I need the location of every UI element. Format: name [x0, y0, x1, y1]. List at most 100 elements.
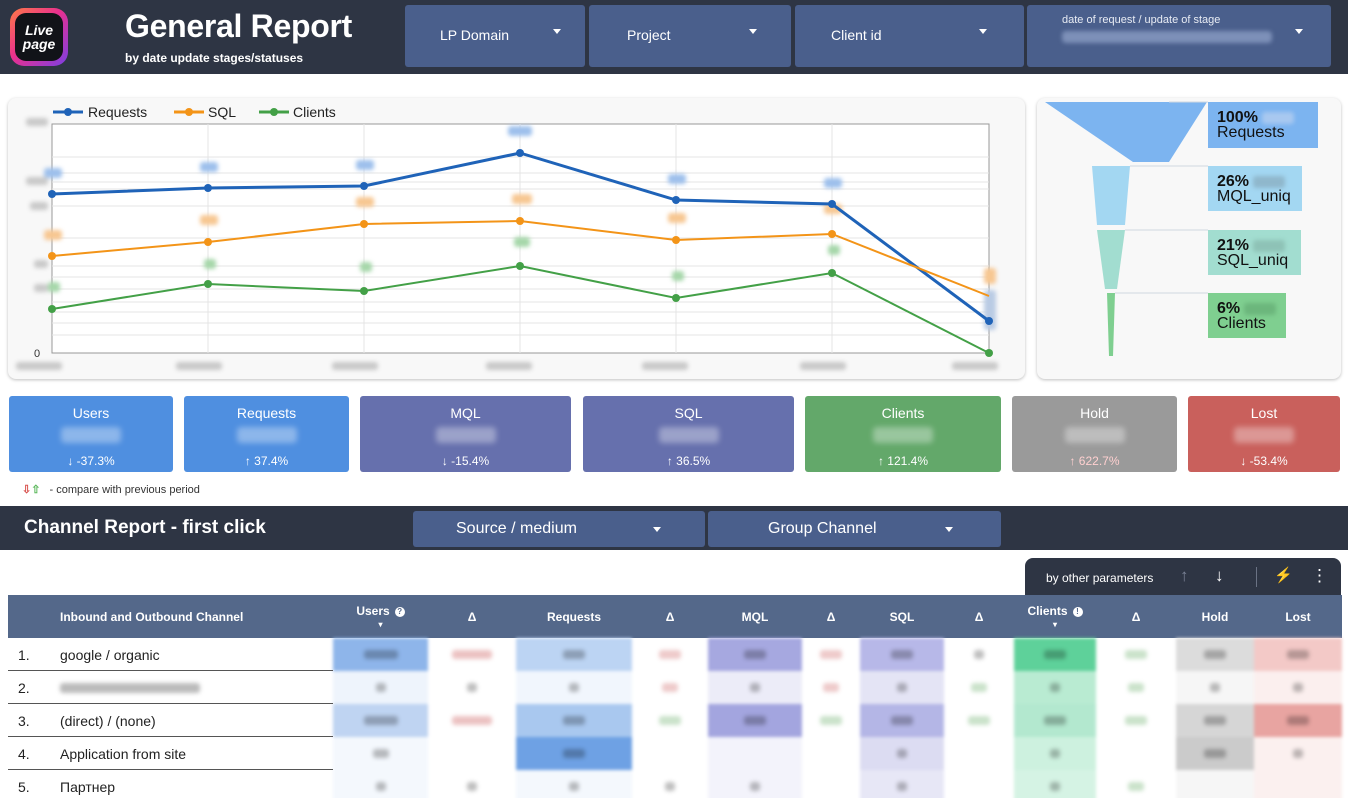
kpi-card-sql[interactable]: SQL ↑ 36.5% — [583, 396, 794, 472]
table-row[interactable]: 4. Application from site — [8, 737, 1342, 770]
col-requests-delta[interactable]: Δ — [632, 595, 708, 638]
row-number: 3. — [18, 713, 30, 729]
kpi-delta-lost: ↓ -53.4% — [1240, 454, 1288, 468]
funnel-pct-requests: 100% — [1217, 109, 1258, 126]
funnel-segment-clients[interactable] — [1107, 293, 1115, 356]
sort-desc-icon: ▾ — [378, 620, 383, 629]
project-label: Project — [627, 27, 671, 43]
client-id-filter[interactable]: Client id — [795, 5, 1024, 67]
row-channel-name-redacted — [60, 683, 200, 693]
kpi-card-hold[interactable]: Hold ↑ 622.7% — [1012, 396, 1177, 472]
sort-up-icon[interactable]: ↑ — [1180, 566, 1189, 585]
channel-report-bar: Channel Report - first click Source / me… — [0, 506, 1348, 550]
table-toolbar: by other parameters ↑ ↓ ⚡ ⋮ — [1025, 558, 1341, 596]
kpi-delta-clients: ↑ 121.4% — [877, 454, 929, 468]
funnel-pct-sql: 21% — [1217, 237, 1250, 254]
funnel-segment-mql[interactable] — [1092, 166, 1130, 225]
kpi-value-requests — [236, 427, 297, 443]
funnel-label-sql: 21% SQL_uniq — [1208, 230, 1301, 275]
funnel-segment-requests[interactable] — [1045, 102, 1207, 162]
page-subtitle: by date update stages/statuses — [125, 51, 304, 65]
legend-item-requests[interactable]: Requests — [53, 104, 147, 120]
table-row[interactable]: 5. Партнер — [8, 770, 1342, 798]
col-users[interactable]: Users? ▾ — [333, 595, 428, 638]
kpi-value-lost — [1234, 427, 1294, 443]
compare-note: ⇩⇧ - compare with previous period — [22, 483, 200, 496]
toolbar-label: by other parameters — [1046, 571, 1154, 585]
lp-domain-filter[interactable]: LP Domain — [405, 5, 585, 67]
line-chart-panel: Requests SQL Clients — [8, 98, 1025, 379]
kpi-card-clients[interactable]: Clients ↑ 121.4% — [805, 396, 1001, 472]
kpi-delta-sql: ↑ 36.5% — [666, 454, 711, 468]
sort-down-icon[interactable]: ↓ — [1215, 566, 1224, 585]
series-points-sql — [48, 217, 836, 260]
col-sql-delta[interactable]: Δ — [944, 595, 1014, 638]
row-number: 1. — [18, 647, 30, 663]
legend-item-clients[interactable]: Clients — [259, 104, 336, 120]
funnel-segment-sql[interactable] — [1097, 230, 1125, 289]
project-filter[interactable]: Project — [589, 5, 791, 67]
kpi-label-hold: Hold — [1080, 405, 1109, 421]
compare-note-text: - compare with previous period — [49, 484, 200, 496]
chevron-down-icon — [979, 29, 987, 34]
info-icon[interactable]: ! — [1072, 606, 1083, 617]
chart-legend[interactable]: Requests SQL Clients — [53, 104, 336, 120]
group-channel-filter[interactable]: Group Channel — [708, 511, 1001, 547]
more-options-icon[interactable]: ⋮ — [1311, 566, 1328, 585]
funnel-label-clients: 6% Clients — [1208, 293, 1286, 338]
kpi-value-hold — [1064, 427, 1125, 443]
row-channel-name: Партнер — [60, 779, 116, 795]
col-mql-delta-label: Δ — [826, 609, 836, 624]
col-channel[interactable]: Inbound and Outbound Channel — [8, 595, 333, 638]
logo-text: Live page — [15, 13, 63, 61]
heatmap-cells — [8, 638, 1342, 798]
kpi-card-requests[interactable]: Requests ↑ 37.4% — [184, 396, 349, 472]
source-medium-label: Source / medium — [456, 520, 577, 537]
chevron-down-icon — [945, 527, 953, 532]
col-users-delta[interactable]: Δ — [428, 595, 516, 638]
series-points-clients — [48, 262, 993, 357]
kpi-label-users: Users — [72, 405, 110, 421]
chevron-down-icon — [749, 29, 757, 34]
kpi-value-sql — [658, 427, 719, 443]
col-hold-label: Hold — [1201, 609, 1229, 624]
channel-report-title: Channel Report - first click — [24, 517, 266, 538]
series-points-requests — [48, 149, 993, 325]
sort-desc-icon: ▾ — [1052, 620, 1057, 629]
col-requests-delta-label: Δ — [665, 609, 675, 624]
col-clients-delta[interactable]: Δ — [1096, 595, 1176, 638]
page-title: General Report — [125, 8, 352, 44]
source-medium-filter[interactable]: Source / medium — [413, 511, 705, 547]
funnel-pct-mql: 26% — [1217, 173, 1250, 190]
bolt-icon[interactable]: ⚡ — [1274, 567, 1293, 584]
col-mql[interactable]: MQL — [708, 595, 802, 638]
col-clients-label: Clients — [1027, 604, 1068, 618]
kpi-label-clients: Clients — [881, 405, 925, 421]
client-id-label: Client id — [831, 27, 882, 43]
table-row[interactable]: 3. (direct) / (none) — [8, 704, 1342, 737]
funnel-name-requests: Requests — [1217, 124, 1285, 141]
table-row[interactable]: 2. — [8, 671, 1342, 704]
kpi-card-mql[interactable]: MQL ↓ -15.4% — [360, 396, 571, 472]
kpi-label-sql: SQL — [674, 405, 703, 421]
col-sql[interactable]: SQL — [860, 595, 944, 638]
col-mql-delta[interactable]: Δ — [802, 595, 860, 638]
kpi-card-users[interactable]: Users ↓ -37.3% — [9, 396, 173, 472]
row-divider — [8, 670, 333, 671]
funnel-guides — [1115, 101, 1208, 294]
kpi-delta-mql: ↓ -15.4% — [441, 454, 490, 468]
col-clients[interactable]: Clients! ▾ — [1014, 595, 1096, 638]
help-icon[interactable]: ? — [394, 606, 405, 617]
table-row[interactable]: 1. google / organic — [8, 638, 1342, 671]
col-sql-label: SQL — [889, 609, 915, 624]
legend-item-sql[interactable]: SQL — [174, 104, 236, 120]
kpi-card-lost[interactable]: Lost ↓ -53.4% — [1188, 396, 1340, 472]
col-requests[interactable]: Requests — [516, 595, 632, 638]
col-hold[interactable]: Hold — [1176, 595, 1254, 638]
table-body: 1. google / organic 2. 3. (direct) / (no… — [8, 638, 1342, 798]
kpi-label-requests: Requests — [236, 405, 297, 421]
funnel-name-clients: Clients — [1217, 315, 1266, 332]
date-range-filter[interactable]: date of request / update of stage — [1027, 5, 1331, 67]
chevron-down-icon — [653, 527, 661, 532]
col-lost[interactable]: Lost — [1254, 595, 1342, 638]
